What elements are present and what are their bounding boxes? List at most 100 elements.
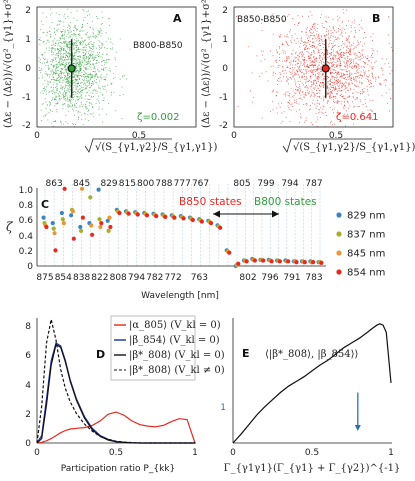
scatter-point [314, 87, 316, 89]
scatter-point [74, 44, 76, 46]
scatter-point [330, 32, 332, 34]
scatter-point [330, 72, 331, 74]
scatter-point [54, 48, 56, 50]
scatter-point [306, 94, 308, 96]
legend-entry-c: 829 nm [347, 211, 385, 222]
scatter-point [98, 45, 100, 46]
scatter-point [68, 52, 69, 54]
scatter-point [332, 69, 334, 71]
scatter-point [294, 56, 296, 58]
scatter-point [80, 68, 81, 70]
scatter-point [309, 55, 311, 57]
scatter-point [324, 62, 326, 64]
zeta-point [208, 221, 214, 226]
scatter-point [299, 52, 301, 53]
scatter-point [304, 49, 305, 51]
scatter-point [99, 41, 101, 43]
scatter-point [271, 91, 273, 93]
scatter-point [354, 19, 356, 21]
scatter-point [65, 50, 66, 51]
scatter-point [94, 75, 95, 77]
scatter-point [73, 47, 75, 49]
scatter-point [375, 78, 377, 80]
top-tick-label: 800 [137, 179, 154, 189]
scatter-point [388, 62, 390, 64]
scatter-point [277, 79, 278, 81]
scatter-point [310, 65, 311, 67]
scatter-point [366, 85, 368, 87]
scatter-point [82, 24, 84, 25]
scatter-point [333, 64, 334, 66]
scatter-point [296, 102, 298, 104]
scatter-point [379, 84, 381, 86]
scatter-point [367, 76, 369, 78]
scatter-point [60, 57, 62, 59]
zeta-point [252, 258, 257, 263]
scatter-point [57, 44, 59, 46]
scatter-point [331, 76, 333, 77]
scatter-point [301, 53, 302, 55]
scatter-point [332, 32, 334, 33]
scatter-point [332, 64, 334, 65]
scatter-point [320, 49, 322, 50]
scatter-point [330, 78, 331, 80]
scatter-point [260, 22, 262, 24]
scatter-point [77, 81, 79, 83]
scatter-point [312, 82, 314, 84]
zeta-point [79, 228, 84, 233]
scatter-point [355, 62, 357, 64]
scatter-point [79, 67, 81, 69]
scatter-point [349, 64, 351, 65]
scatter-point [350, 53, 352, 55]
scatter-point [55, 42, 56, 44]
zeta-point [62, 186, 67, 191]
scatter-point [346, 101, 348, 103]
scatter-point [272, 13, 274, 15]
scatter-point [330, 36, 331, 38]
scatter-point [364, 62, 366, 64]
scatter-point [336, 92, 338, 94]
scatter-point [279, 65, 281, 67]
scatter-point [334, 88, 336, 90]
double-arrow [213, 210, 279, 218]
scatter-point [67, 42, 69, 44]
zeta-point [59, 210, 64, 216]
scatter-point [42, 32, 44, 34]
scatter-point [66, 59, 68, 61]
scatter-point [289, 31, 291, 33]
scatter-point [261, 72, 263, 74]
scatter-point [308, 58, 309, 59]
scatter-point [351, 44, 352, 46]
scatter-point [51, 98, 53, 100]
scatter-point [322, 72, 324, 74]
scatter-point [103, 67, 105, 69]
bottom-tick-label: 791 [283, 273, 300, 283]
zeta-point [236, 261, 241, 266]
scatter-point [311, 91, 313, 93]
scatter-point [361, 45, 363, 47]
scatter-point [290, 60, 292, 62]
scatter-point [64, 90, 65, 92]
scatter-point [286, 56, 287, 58]
scatter-point [62, 80, 64, 81]
scatter-point [338, 71, 339, 73]
scatter-point [65, 81, 67, 83]
scatter-point [307, 37, 308, 39]
scatter-point [332, 51, 334, 53]
scatter-point [67, 75, 68, 76]
annotation-b: B850-B850 [237, 15, 287, 25]
xtick-d: 0 [34, 448, 40, 458]
scatter-point [92, 46, 93, 47]
scatter-point [351, 82, 353, 84]
scatter-point [300, 38, 302, 40]
density-curve [36, 411, 196, 444]
scatter-point [304, 41, 306, 43]
scatter-point [60, 71, 61, 73]
scatter-point [79, 72, 81, 74]
scatter-point [99, 33, 100, 35]
scatter-point [337, 110, 339, 112]
scatter-point [93, 96, 94, 97]
scatter-point [58, 76, 60, 77]
scatter-point [88, 46, 90, 48]
scatter-point [88, 68, 90, 70]
